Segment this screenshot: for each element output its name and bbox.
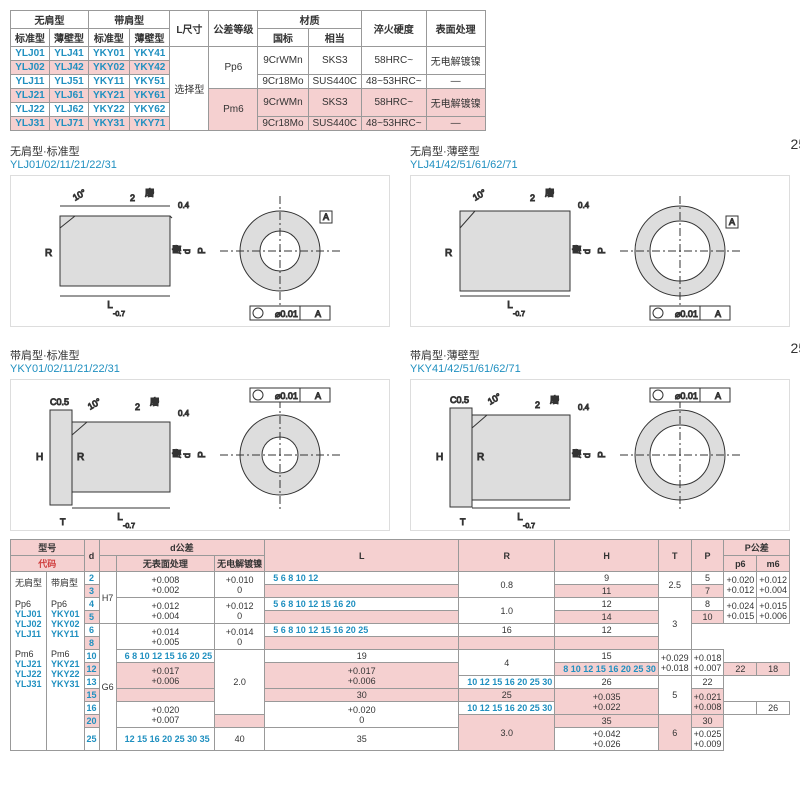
svg-text:H: H bbox=[436, 452, 443, 463]
diagram-sub-1: YLJ01/02/11/21/22/31 bbox=[10, 159, 390, 171]
diagram-sub-2: YLJ41/42/51/61/62/71 bbox=[410, 159, 790, 171]
svg-text:L: L bbox=[107, 300, 113, 311]
svg-text:d: d bbox=[182, 453, 192, 458]
svg-text:2: 2 bbox=[535, 400, 540, 410]
th-surface: 表面处理 bbox=[426, 11, 485, 47]
svg-text:磨: 磨 bbox=[572, 245, 582, 254]
th-tol: 公差等级 bbox=[209, 11, 258, 47]
svg-text:10°: 10° bbox=[471, 187, 488, 203]
svg-text:10°: 10° bbox=[486, 391, 503, 407]
diagram-sub-4: YKY41/42/51/61/62/71 bbox=[410, 363, 790, 375]
svg-text:0.4: 0.4 bbox=[578, 201, 590, 210]
top-spec-table: 无肩型 带肩型 L尺寸 公差等级 材质 淬火硬度 表面处理 标准型薄壁型 标准型… bbox=[10, 10, 486, 131]
svg-text:H: H bbox=[36, 452, 43, 463]
svg-text:0.4: 0.4 bbox=[578, 403, 590, 412]
svg-text:P: P bbox=[197, 247, 208, 254]
svg-text:磨: 磨 bbox=[572, 449, 582, 458]
diagram-flanged-std: C0.5 L -0.7 H R 10° 2 磨 磨 d P 0.4 T ⌀0.0… bbox=[10, 379, 390, 531]
svg-text:⌀0.01: ⌀0.01 bbox=[275, 391, 298, 401]
svg-text:磨: 磨 bbox=[150, 397, 159, 407]
svg-text:磨: 磨 bbox=[550, 395, 559, 405]
svg-text:-0.7: -0.7 bbox=[123, 523, 135, 530]
svg-text:A: A bbox=[315, 309, 321, 319]
svg-text:10°: 10° bbox=[71, 187, 88, 203]
th-hardness: 淬火硬度 bbox=[361, 11, 426, 47]
svg-text:A: A bbox=[715, 309, 721, 319]
surface-finish-1: 25/ bbox=[791, 136, 800, 152]
diagram-flanged-thin: C0.5 L -0.7 H R 10° 2 磨 磨 d P 0.4 T ⌀0.0… bbox=[410, 379, 790, 531]
svg-text:C0.5: C0.5 bbox=[450, 395, 469, 405]
svg-text:磨: 磨 bbox=[545, 188, 554, 198]
svg-text:A: A bbox=[729, 217, 735, 227]
th-shoulderless: 无肩型 bbox=[11, 11, 89, 29]
svg-text:L: L bbox=[117, 512, 123, 523]
svg-text:T: T bbox=[60, 517, 66, 527]
svg-text:d: d bbox=[182, 249, 192, 254]
svg-text:2: 2 bbox=[135, 402, 140, 412]
svg-text:d: d bbox=[582, 249, 592, 254]
svg-text:0.4: 0.4 bbox=[178, 201, 190, 210]
svg-text:-0.7: -0.7 bbox=[113, 311, 125, 318]
svg-text:2: 2 bbox=[130, 193, 135, 203]
svg-text:d: d bbox=[582, 453, 592, 458]
svg-text:P: P bbox=[597, 451, 608, 458]
svg-text:2: 2 bbox=[530, 193, 535, 203]
th-lsize: L尺寸 bbox=[170, 11, 209, 47]
svg-text:A: A bbox=[715, 391, 721, 401]
th-flanged: 带肩型 bbox=[89, 11, 170, 29]
surface-finish-2: 25/ bbox=[791, 340, 800, 356]
svg-text:0.4: 0.4 bbox=[178, 409, 190, 418]
th-material: 材质 bbox=[258, 11, 362, 29]
diagram-title-4: 带肩型·薄壁型 bbox=[410, 347, 790, 363]
svg-text:C0.5: C0.5 bbox=[50, 397, 69, 407]
diagram-sub-3: YKY01/02/11/21/22/31 bbox=[10, 363, 390, 375]
diagram-shoulderless-thin: L -0.7 R 10° 2 磨 磨 d P 0.4 ⌀0.01 A A bbox=[410, 175, 790, 327]
diagram-title-2: 无肩型·薄壁型 bbox=[410, 143, 790, 159]
svg-text:磨: 磨 bbox=[172, 245, 182, 254]
diagram-title-1: 无肩型·标准型 bbox=[10, 143, 390, 159]
svg-text:-0.7: -0.7 bbox=[513, 311, 525, 318]
dimension-table: 型号 d d公差 L R H T P P公差 代码 无表面处理 无电解镀镍 p6… bbox=[10, 539, 790, 751]
svg-text:R: R bbox=[45, 248, 52, 259]
svg-text:-0.7: -0.7 bbox=[523, 523, 535, 530]
svg-text:R: R bbox=[445, 248, 452, 259]
svg-text:R: R bbox=[77, 452, 84, 463]
svg-text:T: T bbox=[460, 517, 466, 527]
svg-text:P: P bbox=[597, 247, 608, 254]
svg-text:R: R bbox=[477, 452, 484, 463]
svg-text:⌀0.01: ⌀0.01 bbox=[275, 309, 298, 319]
diagram-title-3: 带肩型·标准型 bbox=[10, 347, 390, 363]
svg-text:10°: 10° bbox=[86, 396, 103, 412]
svg-text:A: A bbox=[315, 391, 321, 401]
svg-text:L: L bbox=[507, 300, 513, 311]
svg-text:磨: 磨 bbox=[172, 449, 182, 458]
svg-text:A: A bbox=[323, 212, 329, 222]
svg-text:磨: 磨 bbox=[145, 188, 154, 198]
svg-text:L: L bbox=[517, 512, 523, 523]
svg-text:⌀0.01: ⌀0.01 bbox=[675, 391, 698, 401]
diagram-shoulderless-std: L -0.7 R 10° 2 磨 磨 d P 0.4 ⌀0.01 A A bbox=[10, 175, 390, 327]
svg-text:P: P bbox=[197, 451, 208, 458]
svg-text:⌀0.01: ⌀0.01 bbox=[675, 309, 698, 319]
